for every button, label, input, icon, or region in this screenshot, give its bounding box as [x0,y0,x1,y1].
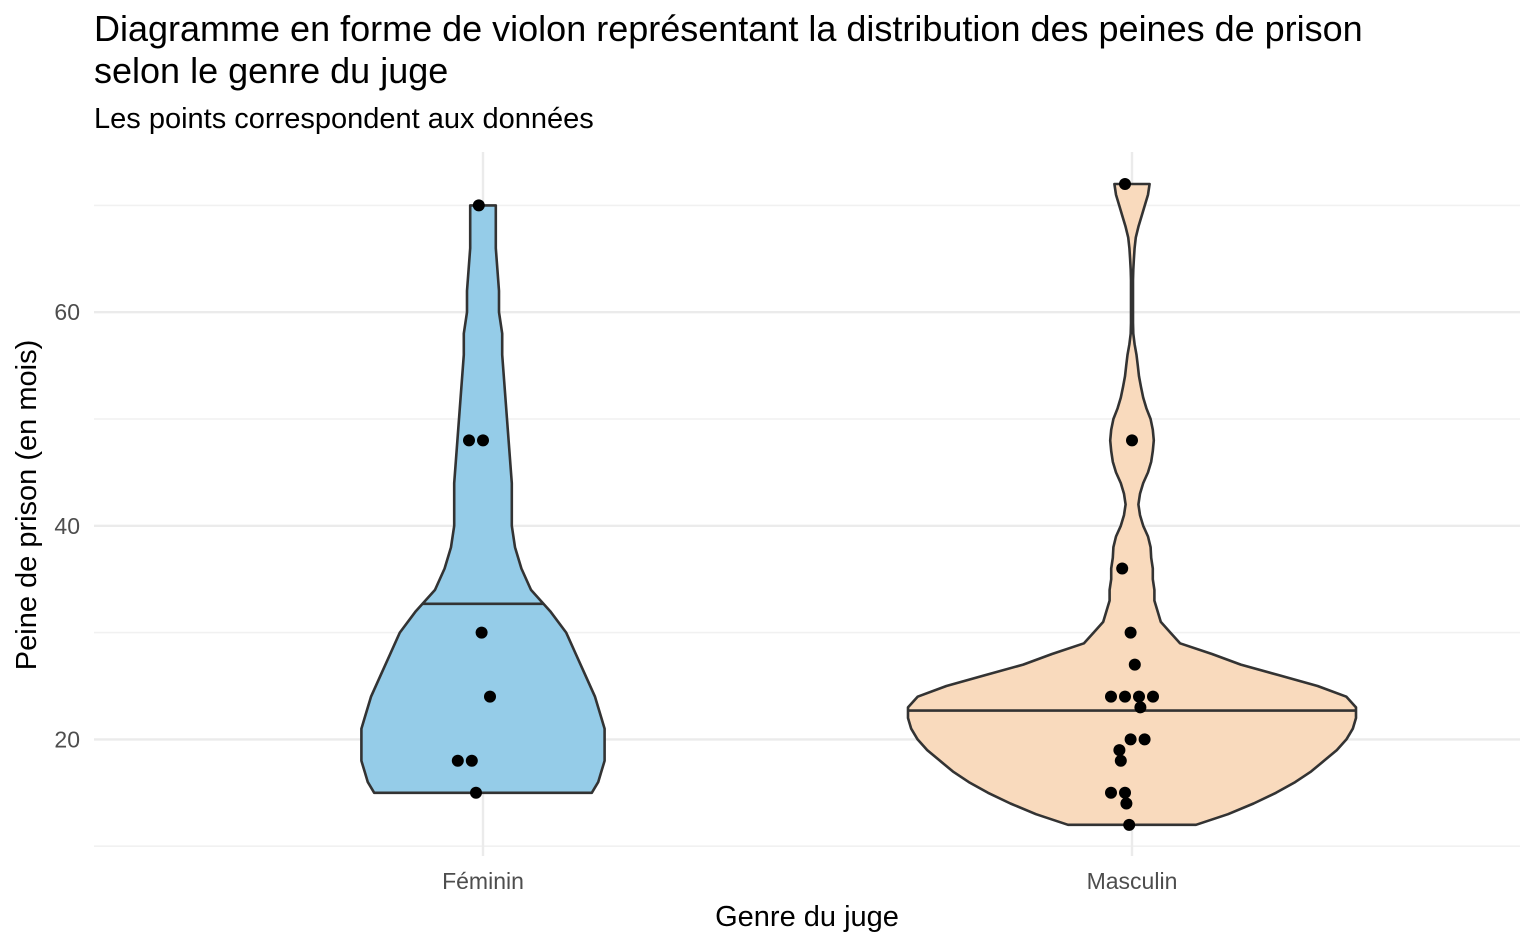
data-point [470,786,482,799]
x-tick-label: Féminin [442,868,524,894]
data-point [484,690,496,703]
data-point [1128,658,1141,671]
data-point [451,754,464,767]
data-point [1105,690,1117,703]
data-point [1124,626,1137,639]
data-point [477,434,489,447]
data-point [1120,797,1133,810]
data-point [472,199,485,212]
y-tick-label: 40 [54,513,80,539]
y-axis-title: Peine de prison (en mois) [11,340,43,670]
data-point [1123,818,1136,831]
data-point [1119,786,1131,799]
violin-body [906,182,1358,827]
x-tick-label: Masculin [1087,868,1178,894]
data-point [1134,701,1147,714]
data-point [1119,178,1131,191]
chart-title: Diagramme en forme de violon représentan… [94,8,1363,91]
x-axis-title: Genre du juge [715,901,899,933]
data-point [1119,690,1131,703]
data-point [1147,690,1159,703]
point-layer [451,178,1159,831]
data-point [1113,744,1126,757]
data-point [1133,690,1145,703]
violin-body [360,204,606,795]
axis-layer: 20 40 60 Féminin Masculin [54,299,1177,894]
data-point [463,434,475,447]
data-point [1114,754,1127,767]
y-tick-label: 20 [54,726,80,752]
data-point [475,626,488,639]
data-point [465,754,478,767]
data-point [1116,562,1129,575]
data-point [1126,434,1138,447]
y-tick-label: 60 [54,299,80,325]
violin-layer [360,182,1358,827]
data-point [1138,733,1151,746]
data-point [1105,786,1117,799]
chart-subtitle: Les points correspondent aux données [94,103,594,135]
data-point [1124,733,1137,746]
